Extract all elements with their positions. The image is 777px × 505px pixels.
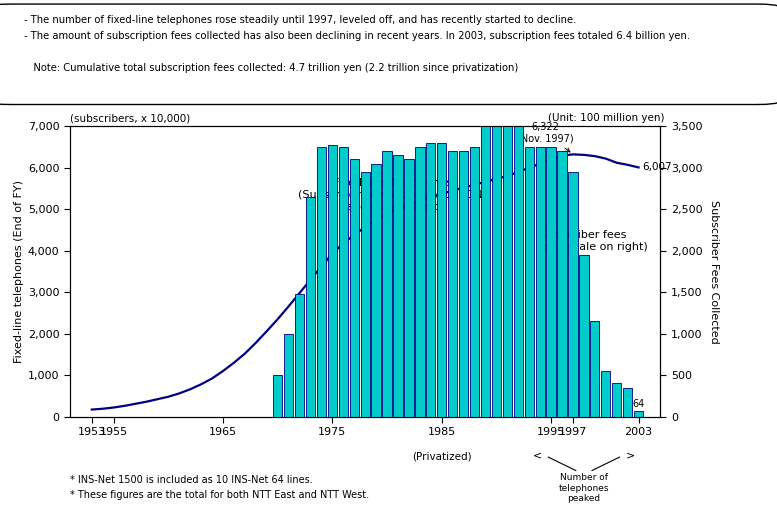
Text: 64: 64 — [632, 399, 645, 409]
Bar — [568, 172, 577, 417]
Y-axis label: Fixed-line telephones (End of FY): Fixed-line telephones (End of FY) — [14, 180, 24, 363]
Text: >: > — [625, 451, 635, 461]
FancyBboxPatch shape — [0, 4, 777, 105]
Bar — [481, 122, 490, 417]
Bar — [634, 411, 643, 417]
Bar — [371, 164, 381, 417]
Bar — [524, 147, 534, 417]
Bar — [535, 147, 545, 417]
Bar — [546, 147, 556, 417]
Bar — [361, 172, 370, 417]
Text: 6,007: 6,007 — [642, 163, 671, 172]
Text: <: < — [533, 451, 542, 461]
Bar — [273, 375, 282, 417]
Bar — [404, 160, 413, 417]
Text: (subscribers, x 10,000): (subscribers, x 10,000) — [70, 113, 190, 123]
Bar — [514, 126, 523, 417]
Text: * INS-Net 1500 is included as 10 INS-Net 64 lines.: * INS-Net 1500 is included as 10 INS-Net… — [70, 475, 312, 485]
Text: Fixed-line Telephones
(Subscriber telephones and ISDN)
(see scale on left): Fixed-line Telephones (Subscriber teleph… — [298, 178, 487, 211]
Text: (Privatized): (Privatized) — [412, 451, 472, 462]
Text: Subscriber fees
(see scale on right): Subscriber fees (see scale on right) — [540, 230, 648, 251]
Bar — [328, 145, 337, 417]
Bar — [623, 388, 632, 417]
Text: Number of
telephones
peaked: Number of telephones peaked — [559, 473, 609, 503]
Bar — [601, 371, 611, 417]
Bar — [503, 93, 512, 417]
Bar — [350, 160, 359, 417]
Text: * These figures are the total for both NTT East and NTT West.: * These figures are the total for both N… — [70, 490, 369, 500]
Bar — [591, 321, 600, 417]
Text: - The number of fixed-line telephones rose steadily until 1997, leveled off, and: - The number of fixed-line telephones ro… — [24, 15, 691, 73]
Text: (Unit: 100 million yen): (Unit: 100 million yen) — [548, 113, 664, 123]
Bar — [295, 294, 305, 417]
Bar — [579, 255, 588, 417]
Y-axis label: Subscriber Fees Collected: Subscriber Fees Collected — [709, 199, 720, 343]
Bar — [612, 383, 622, 417]
Bar — [437, 143, 446, 417]
Bar — [382, 151, 392, 417]
Bar — [393, 155, 402, 417]
Bar — [448, 151, 458, 417]
Bar — [339, 147, 348, 417]
Bar — [415, 147, 424, 417]
Bar — [459, 151, 469, 417]
Bar — [470, 147, 479, 417]
Text: 6,322
(Nov. 1997): 6,322 (Nov. 1997) — [517, 122, 574, 152]
Bar — [284, 334, 293, 417]
Bar — [426, 143, 435, 417]
Bar — [492, 97, 501, 417]
Bar — [317, 147, 326, 417]
Bar — [306, 197, 315, 417]
Bar — [557, 151, 566, 417]
